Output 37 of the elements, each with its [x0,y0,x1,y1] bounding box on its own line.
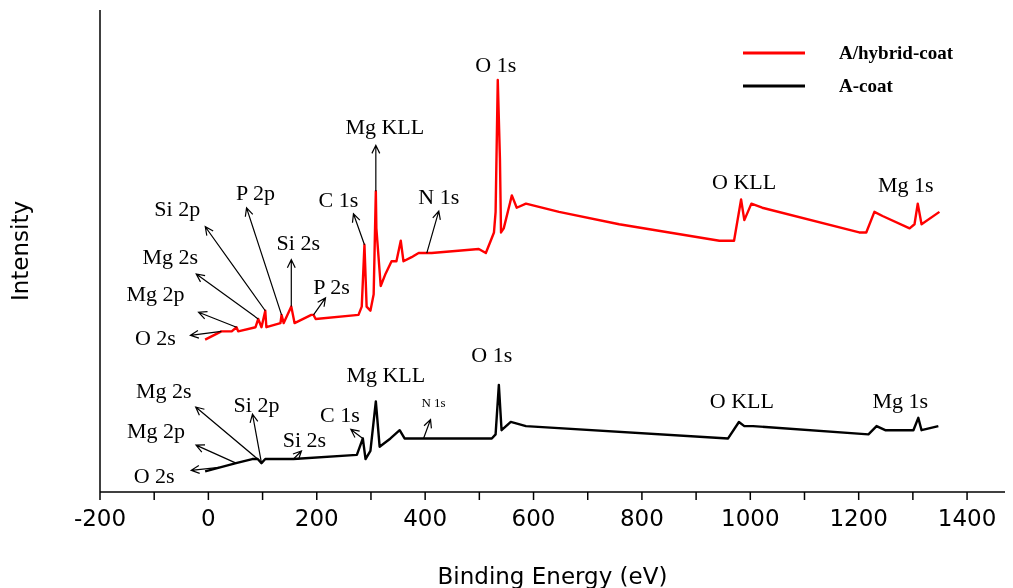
annotation: P 2p [236,180,275,206]
legend-label: A/hybrid-coat [839,41,953,64]
x-tick-label: -200 [73,505,127,532]
annotation: Si 2s [276,230,321,256]
x-tick-label: 1400 [937,505,997,532]
x-tick-label: 1200 [829,505,888,532]
annotation: O 2s [133,462,175,488]
annotation: O 1s [475,51,517,77]
annotation: Mg 2p [126,417,186,443]
annotation: Mg 1s [877,172,934,198]
annotation: Si 2p [154,196,201,222]
x-tick-label: 200 [294,505,339,532]
annotation: Mg 2p [126,280,185,306]
x-axis-title: Binding Energy (eV) [437,563,668,588]
annotation: O KLL [712,169,777,194]
annotation: Mg KLL [346,361,426,387]
annotation: C 1s [319,401,360,427]
x-tick-label: 1000 [721,505,780,532]
y-axis-title: Intensity [7,200,34,302]
annotation: Mg 2s [135,377,192,403]
annotation: O KLL [709,388,774,414]
x-tick-label: 600 [511,505,556,532]
x-tick-label: 800 [619,505,664,532]
annotation: Mg 1s [872,388,929,414]
annotation: P 2s [313,274,350,300]
annotation: Si 2p [233,391,280,417]
annotation: O 1s [471,342,513,368]
legend-label: A-coat [839,74,893,97]
x-tick-label: 0 [201,505,216,532]
annotation: N 1s [421,394,446,410]
annotation: Mg 2s [142,244,199,270]
annotation: C 1s [318,187,359,213]
annotation: O 2s [134,324,176,350]
annotation: Si 2s [282,426,327,452]
annotation: Mg KLL [345,113,425,139]
annotation: N 1s [418,183,460,209]
x-tick-label: 400 [403,505,448,532]
